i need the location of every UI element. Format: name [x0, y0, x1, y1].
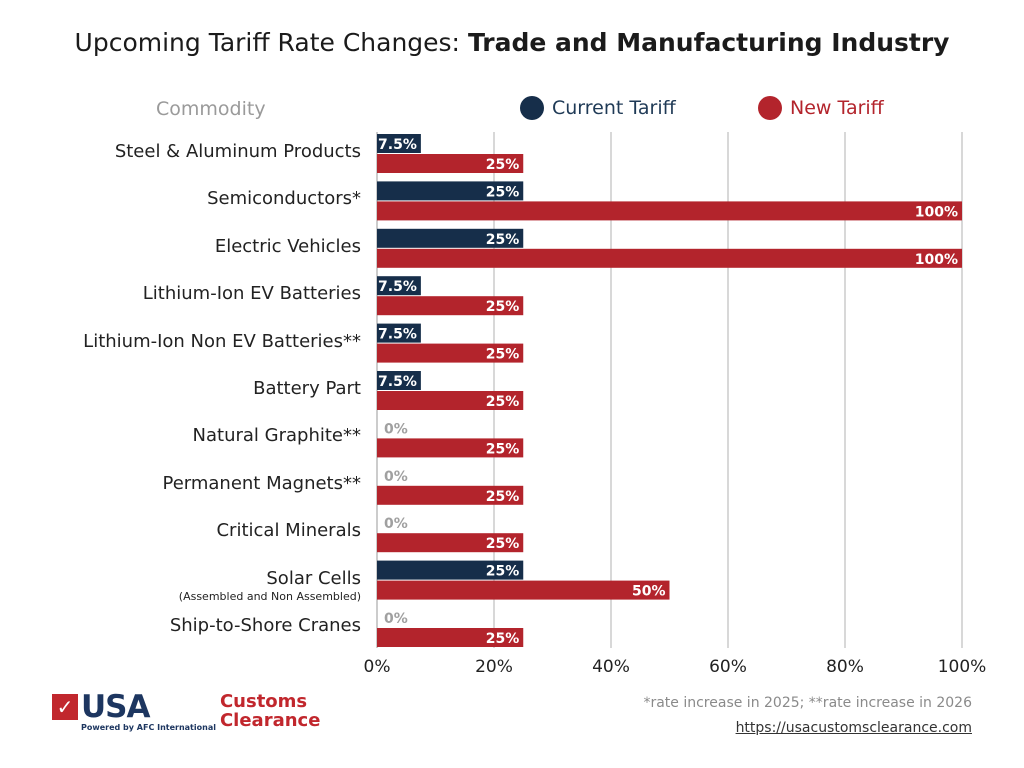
bar — [377, 628, 524, 647]
x-tick-label: 60% — [709, 657, 747, 677]
bar — [377, 134, 421, 153]
logo-usa: USA — [81, 689, 150, 725]
data-label: 7.5% — [378, 327, 417, 343]
bar — [377, 154, 524, 173]
data-label: 0% — [384, 421, 408, 437]
data-label: 0% — [384, 611, 408, 627]
x-tick-label: 40% — [592, 657, 630, 677]
data-label: 25% — [486, 299, 520, 315]
bar — [377, 323, 421, 343]
bar — [377, 296, 524, 316]
category-subtitle: (Assembled and Non Assembled) — [178, 589, 361, 603]
category-label: Natural Graphite** — [192, 425, 361, 447]
data-label: 25% — [486, 441, 520, 457]
data-label: 25% — [486, 489, 520, 505]
data-label: 25% — [486, 631, 520, 647]
title-prefix: Upcoming Tariff Rate Changes: — [74, 28, 468, 57]
website-link[interactable]: https://usacustomsclearance.com — [735, 720, 972, 736]
footnote: *rate increase in 2025; **rate increase … — [643, 695, 972, 711]
bar — [377, 201, 962, 221]
legend-new-label: New Tariff — [790, 97, 884, 119]
bar — [377, 560, 524, 580]
data-label: 50% — [632, 584, 666, 600]
logo-powered: Powered by AFC International — [81, 723, 216, 732]
data-label: 100% — [915, 252, 958, 268]
logo-clearance: Clearance — [219, 710, 321, 731]
data-label: 100% — [915, 204, 958, 220]
logo-customs: Customs — [219, 691, 308, 712]
data-label: 25% — [486, 564, 520, 580]
bar — [377, 438, 524, 458]
bar — [377, 580, 670, 600]
data-label: 25% — [486, 394, 520, 410]
title-bold: Trade and Manufacturing Industry — [467, 28, 950, 57]
bar — [377, 391, 524, 410]
legend-new: New Tariff — [758, 96, 884, 120]
bar — [377, 485, 524, 505]
data-label: 7.5% — [378, 279, 417, 295]
data-label: 25% — [486, 157, 520, 173]
category-label: Electric Vehicles — [214, 235, 361, 257]
checkmark-icon: ✓ — [52, 694, 78, 720]
category-label: Battery Part — [253, 378, 361, 399]
bar — [377, 533, 524, 553]
current-dot-icon — [520, 96, 544, 120]
bar — [377, 248, 962, 268]
category-label: Lithium-Ion EV Batteries — [142, 283, 361, 305]
bar — [377, 181, 524, 201]
data-label: 7.5% — [378, 137, 417, 153]
usa-customs-logo[interactable]: ✓ USA Powered by AFC International Custo… — [52, 692, 320, 732]
category-label: Steel & Aluminum Products — [114, 141, 361, 162]
chart-title: Upcoming Tariff Rate Changes: Trade and … — [0, 28, 1024, 57]
category-label: Critical Minerals — [216, 520, 361, 542]
legend-current: Current Tariff — [520, 96, 676, 120]
category-label: Solar Cells (Assembled and Non Assembled) — [178, 567, 361, 603]
commodity-header: Commodity — [156, 98, 266, 120]
category-label: Permanent Magnets** — [162, 472, 361, 494]
data-label: 25% — [486, 184, 520, 200]
data-label: 25% — [486, 232, 520, 248]
category-label: Semiconductors* — [207, 188, 361, 210]
data-label: 0% — [384, 516, 408, 532]
x-tick-label: 20% — [475, 657, 513, 677]
data-label: 25% — [486, 347, 520, 363]
legend-current-label: Current Tariff — [552, 97, 676, 119]
bar — [377, 343, 524, 363]
x-tick-label: 100% — [938, 657, 987, 677]
bar — [377, 276, 421, 296]
data-label: 0% — [384, 469, 408, 485]
category-label: Lithium-Ion Non EV Batteries** — [83, 330, 361, 352]
data-label: 25% — [486, 536, 520, 552]
bar — [377, 371, 421, 390]
new-dot-icon — [758, 96, 782, 120]
x-tick-label: 0% — [364, 657, 391, 677]
data-label: 7.5% — [378, 374, 417, 390]
bar — [377, 228, 524, 248]
x-tick-label: 80% — [826, 657, 864, 677]
category-label: Ship-to-Shore Cranes — [169, 615, 361, 636]
